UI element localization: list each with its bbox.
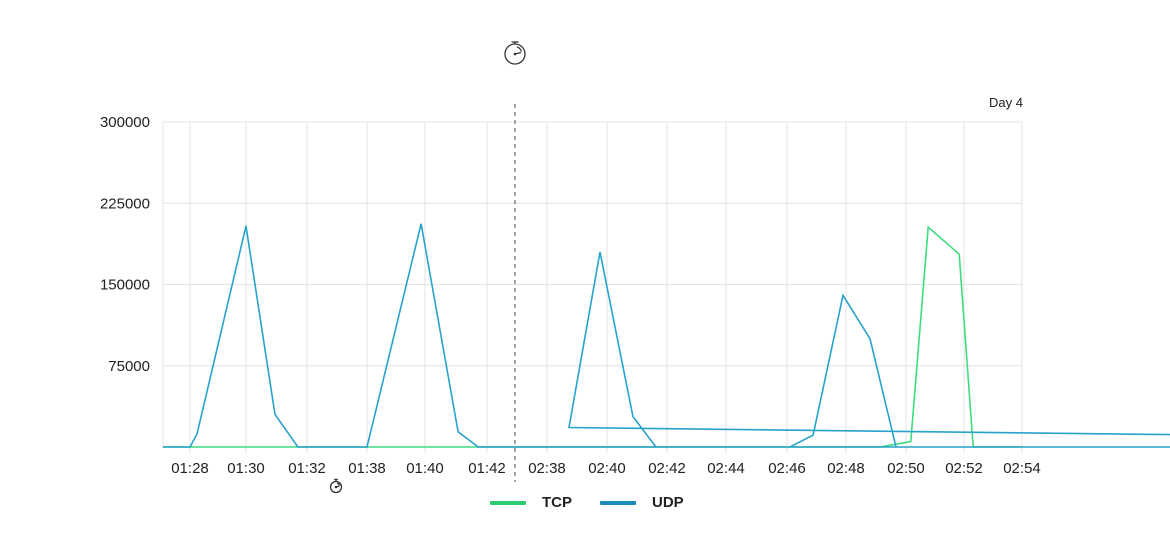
day-label: Day 4 (989, 95, 1023, 110)
x-tick-label: 02:42 (648, 460, 686, 477)
series-line-udp (162, 223, 1170, 448)
x-tick-label: 02:54 (1003, 460, 1041, 477)
legend-item-udp[interactable]: UDP (600, 494, 684, 511)
y-tick-label: 150000 (100, 277, 150, 294)
legend-item-tcp[interactable]: TCP (490, 494, 572, 511)
y-tick-label: 225000 (100, 195, 150, 212)
x-tick-label: 01:38 (348, 460, 386, 477)
series-line-tcp (162, 225, 1022, 448)
x-tick-label: 01:42 (468, 460, 506, 477)
x-tick-label: 01:40 (406, 460, 444, 477)
y-tick-label: 300000 (100, 114, 150, 131)
x-tick-label: 01:30 (227, 460, 265, 477)
x-tick-label: 02:50 (887, 460, 925, 477)
stopwatch-icon[interactable] (329, 478, 343, 494)
x-tick-label: 02:46 (768, 460, 806, 477)
legend-swatch-tcp (490, 500, 526, 505)
x-tick-label: 02:38 (528, 460, 566, 477)
legend-label-tcp: TCP (542, 494, 572, 511)
x-tick-label: 01:28 (171, 460, 209, 477)
legend-swatch-udp (600, 500, 636, 505)
x-tick-label: 01:32 (288, 460, 326, 477)
x-tick-label: 02:40 (588, 460, 626, 477)
x-tick-label: 02:48 (827, 460, 865, 477)
y-tick-label: 75000 (108, 358, 150, 375)
stopwatch-icon[interactable] (504, 41, 526, 65)
legend-label-udp: UDP (652, 494, 684, 511)
x-tick-label: 02:52 (945, 460, 983, 477)
x-tick-label: 02:44 (707, 460, 745, 477)
